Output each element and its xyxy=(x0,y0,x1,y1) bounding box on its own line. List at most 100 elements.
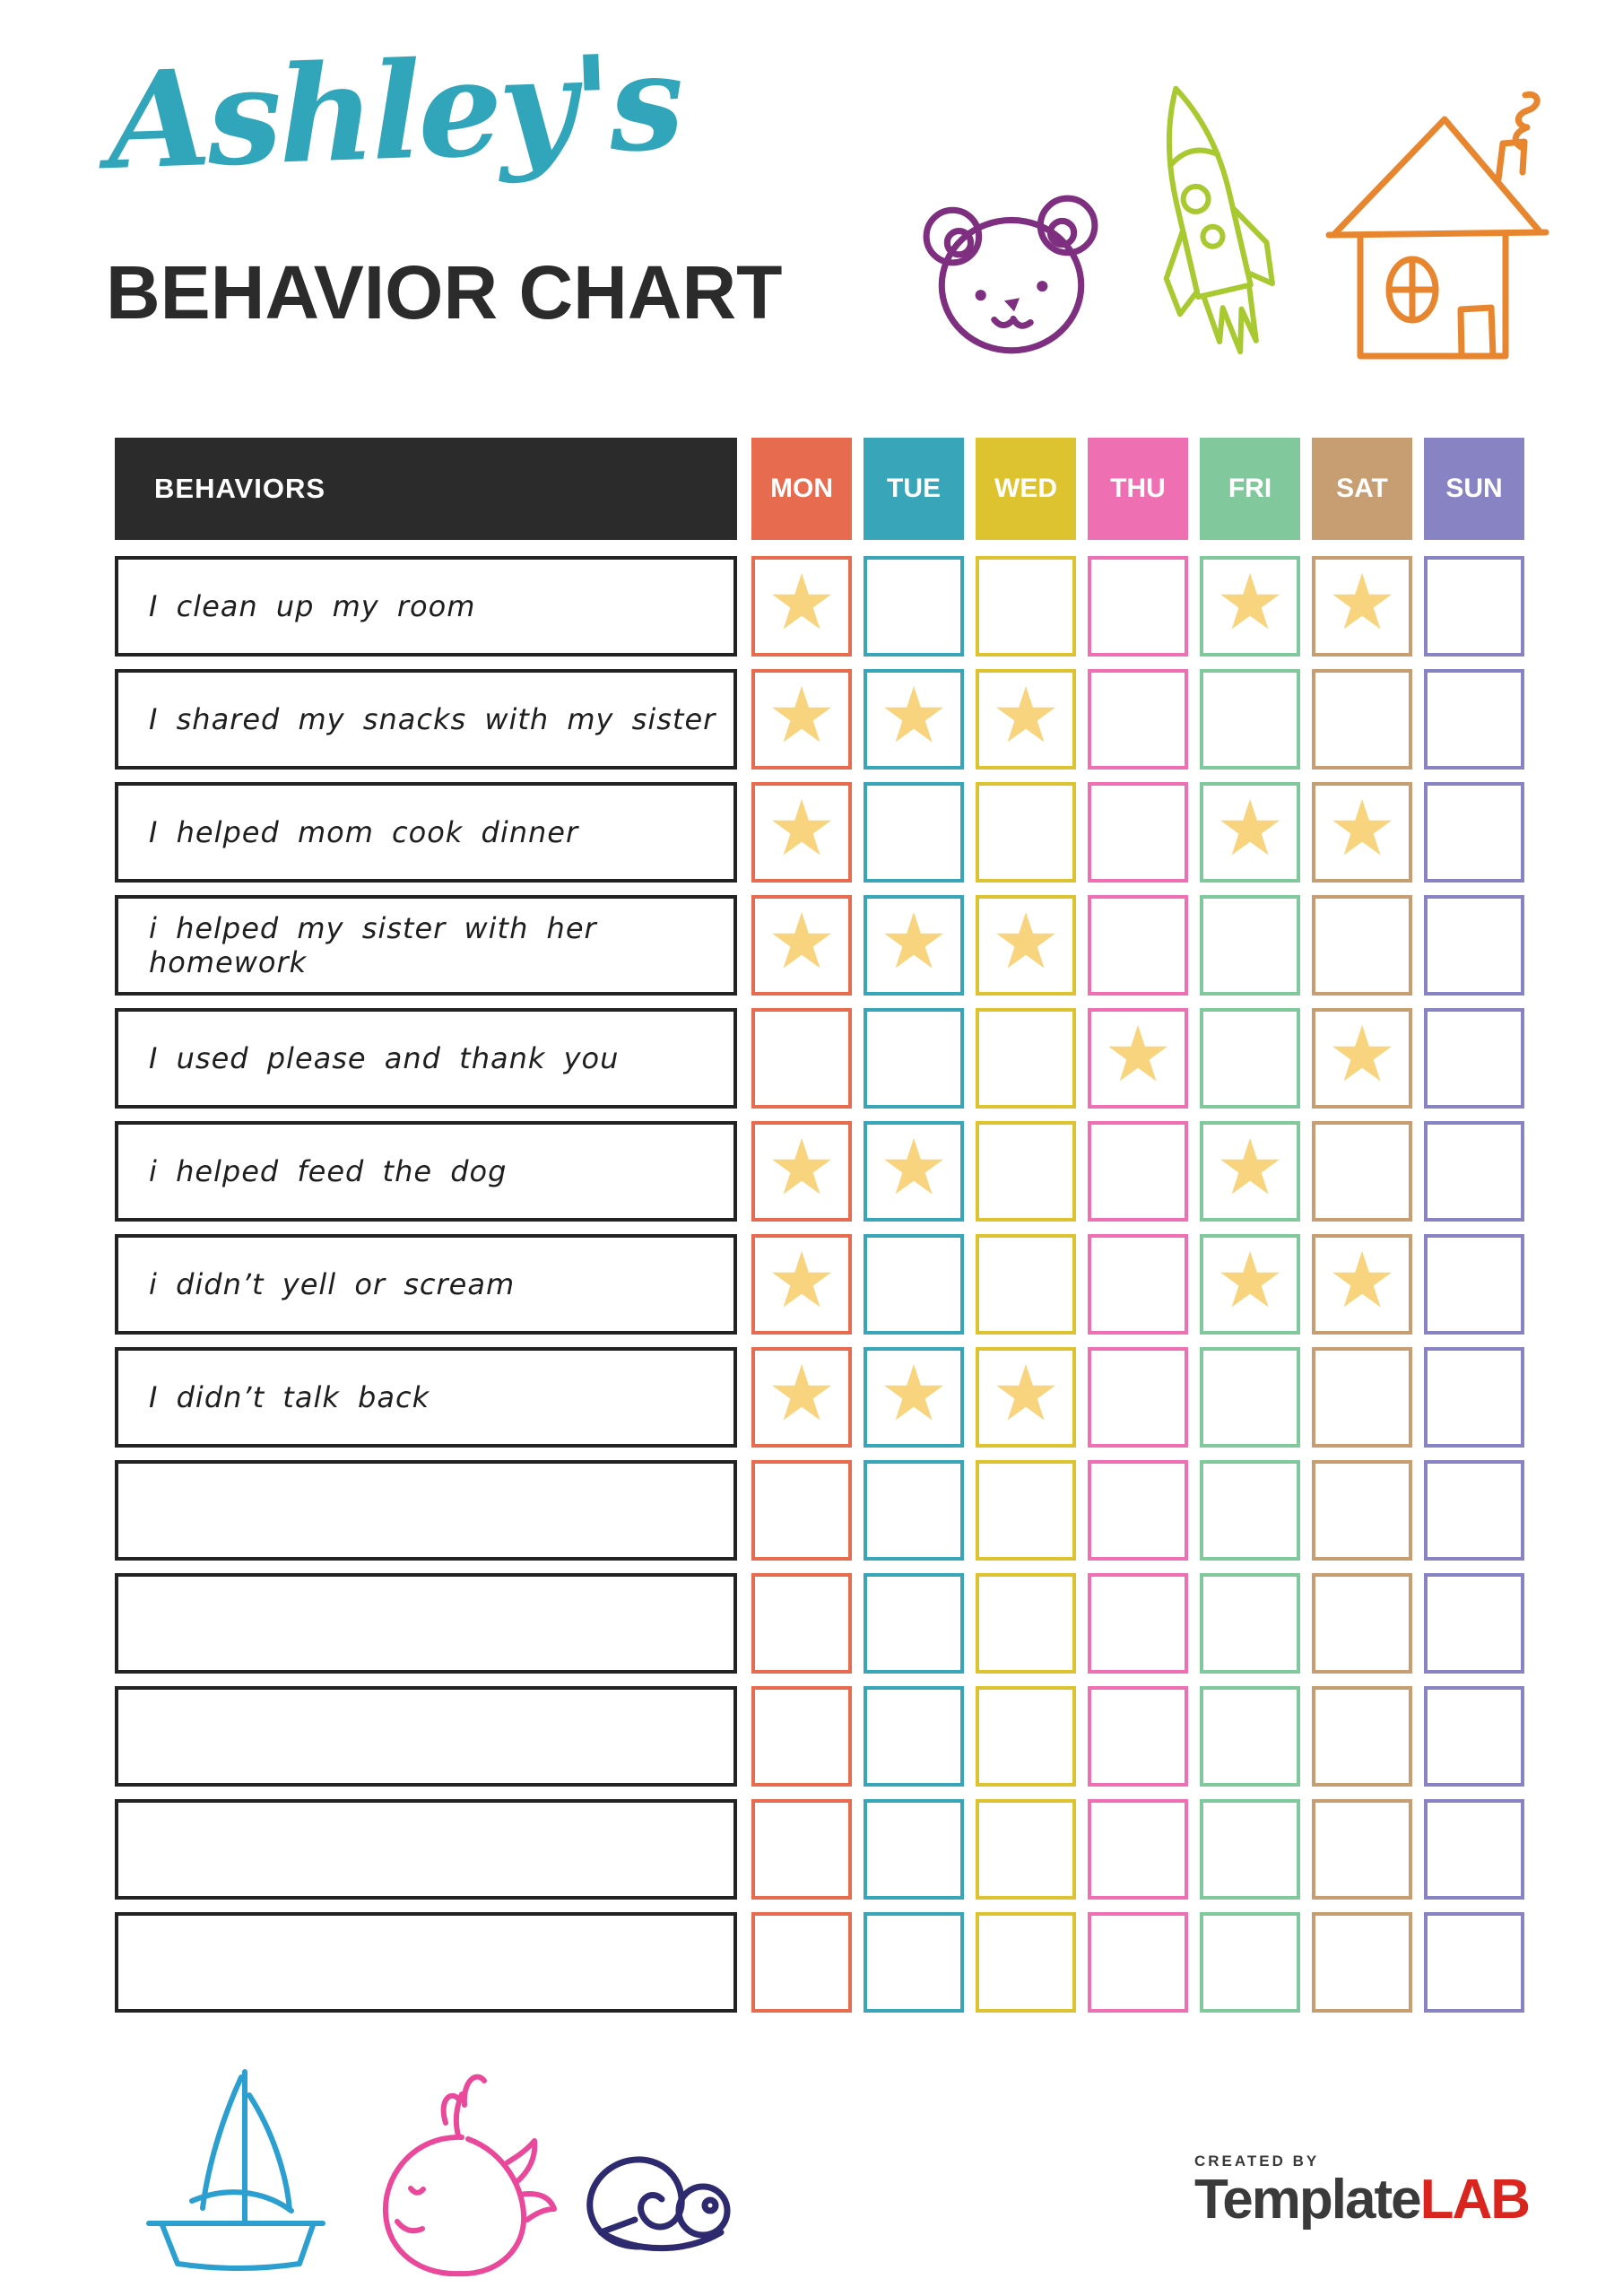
behavior-cell[interactable] xyxy=(115,1912,737,2013)
day-cell-mon[interactable]: ★ xyxy=(751,556,852,657)
day-cell-fri[interactable]: ★ xyxy=(1200,1121,1300,1222)
day-cell-mon[interactable] xyxy=(751,1008,852,1109)
day-cell-tue[interactable]: ★ xyxy=(864,669,964,770)
day-cell-thu[interactable] xyxy=(1088,1460,1188,1561)
day-cell-thu[interactable]: ★ xyxy=(1088,1008,1188,1109)
day-cell-mon[interactable] xyxy=(751,1573,852,1674)
day-cell-fri[interactable] xyxy=(1200,1686,1300,1787)
day-cell-sun[interactable] xyxy=(1424,669,1524,770)
day-cell-sun[interactable] xyxy=(1424,1234,1524,1335)
day-cell-tue[interactable]: ★ xyxy=(864,1347,964,1448)
day-cell-sun[interactable] xyxy=(1424,782,1524,883)
behavior-cell[interactable]: I clean up my room xyxy=(115,556,737,657)
day-cell-sun[interactable] xyxy=(1424,1573,1524,1674)
day-cell-mon[interactable]: ★ xyxy=(751,1121,852,1222)
day-cell-fri[interactable]: ★ xyxy=(1200,1234,1300,1335)
day-cell-tue[interactable] xyxy=(864,1912,964,2013)
behavior-cell[interactable]: i didn’t yell or scream xyxy=(115,1234,737,1335)
day-cell-fri[interactable] xyxy=(1200,895,1300,996)
day-cell-mon[interactable] xyxy=(751,1799,852,1900)
day-cell-wed[interactable]: ★ xyxy=(976,895,1076,996)
day-cell-wed[interactable] xyxy=(976,1234,1076,1335)
day-cell-mon[interactable]: ★ xyxy=(751,1234,852,1335)
day-cell-sat[interactable] xyxy=(1312,1799,1412,1900)
day-cell-mon[interactable]: ★ xyxy=(751,782,852,883)
behavior-cell[interactable] xyxy=(115,1573,737,1674)
day-cell-sat[interactable]: ★ xyxy=(1312,1234,1412,1335)
day-cell-mon[interactable] xyxy=(751,1686,852,1787)
day-cell-tue[interactable] xyxy=(864,556,964,657)
day-cell-fri[interactable] xyxy=(1200,1460,1300,1561)
day-cell-wed[interactable] xyxy=(976,1573,1076,1674)
behavior-cell[interactable]: i helped my sister with her homework xyxy=(115,895,737,996)
behavior-cell[interactable]: I shared my snacks with my sister xyxy=(115,669,737,770)
behavior-cell[interactable] xyxy=(115,1799,737,1900)
day-cell-wed[interactable]: ★ xyxy=(976,669,1076,770)
day-cell-thu[interactable] xyxy=(1088,895,1188,996)
day-cell-sun[interactable] xyxy=(1424,1912,1524,2013)
day-cell-tue[interactable] xyxy=(864,1686,964,1787)
day-cell-fri[interactable]: ★ xyxy=(1200,782,1300,883)
day-cell-wed[interactable] xyxy=(976,1460,1076,1561)
day-cell-wed[interactable] xyxy=(976,556,1076,657)
day-cell-fri[interactable]: ★ xyxy=(1200,556,1300,657)
day-cell-sun[interactable] xyxy=(1424,556,1524,657)
day-cell-sun[interactable] xyxy=(1424,1686,1524,1787)
day-cell-thu[interactable] xyxy=(1088,1234,1188,1335)
day-cell-sat[interactable] xyxy=(1312,1460,1412,1561)
day-cell-sun[interactable] xyxy=(1424,1121,1524,1222)
day-cell-thu[interactable] xyxy=(1088,556,1188,657)
day-cell-sat[interactable] xyxy=(1312,1686,1412,1787)
day-cell-tue[interactable] xyxy=(864,1008,964,1109)
day-cell-thu[interactable] xyxy=(1088,1686,1188,1787)
day-cell-fri[interactable] xyxy=(1200,1008,1300,1109)
day-cell-tue[interactable]: ★ xyxy=(864,1121,964,1222)
day-cell-fri[interactable] xyxy=(1200,1799,1300,1900)
day-cell-thu[interactable] xyxy=(1088,669,1188,770)
day-cell-wed[interactable] xyxy=(976,1912,1076,2013)
day-cell-sun[interactable] xyxy=(1424,895,1524,996)
day-cell-tue[interactable] xyxy=(864,782,964,883)
day-cell-mon[interactable]: ★ xyxy=(751,669,852,770)
day-cell-thu[interactable] xyxy=(1088,1121,1188,1222)
day-cell-wed[interactable] xyxy=(976,1686,1076,1787)
day-cell-sat[interactable] xyxy=(1312,895,1412,996)
day-cell-fri[interactable] xyxy=(1200,1347,1300,1448)
day-cell-tue[interactable] xyxy=(864,1460,964,1561)
behavior-cell[interactable] xyxy=(115,1686,737,1787)
day-cell-thu[interactable] xyxy=(1088,1573,1188,1674)
day-cell-tue[interactable] xyxy=(864,1573,964,1674)
behavior-cell[interactable]: I helped mom cook dinner xyxy=(115,782,737,883)
day-cell-sun[interactable] xyxy=(1424,1460,1524,1561)
day-cell-mon[interactable] xyxy=(751,1460,852,1561)
day-cell-thu[interactable] xyxy=(1088,1912,1188,2013)
day-cell-mon[interactable]: ★ xyxy=(751,1347,852,1448)
day-cell-wed[interactable] xyxy=(976,1121,1076,1222)
day-cell-sat[interactable] xyxy=(1312,1121,1412,1222)
day-cell-fri[interactable] xyxy=(1200,669,1300,770)
day-cell-wed[interactable]: ★ xyxy=(976,1347,1076,1448)
day-cell-sun[interactable] xyxy=(1424,1347,1524,1448)
day-cell-sat[interactable] xyxy=(1312,1573,1412,1674)
day-cell-sun[interactable] xyxy=(1424,1799,1524,1900)
behavior-cell[interactable] xyxy=(115,1460,737,1561)
day-cell-sun[interactable] xyxy=(1424,1008,1524,1109)
day-cell-fri[interactable] xyxy=(1200,1912,1300,2013)
day-cell-wed[interactable] xyxy=(976,1799,1076,1900)
day-cell-sat[interactable]: ★ xyxy=(1312,782,1412,883)
day-cell-sat[interactable]: ★ xyxy=(1312,556,1412,657)
day-cell-sat[interactable] xyxy=(1312,669,1412,770)
day-cell-mon[interactable] xyxy=(751,1912,852,2013)
day-cell-tue[interactable] xyxy=(864,1799,964,1900)
day-cell-wed[interactable] xyxy=(976,1008,1076,1109)
day-cell-sat[interactable] xyxy=(1312,1347,1412,1448)
day-cell-thu[interactable] xyxy=(1088,1347,1188,1448)
behavior-cell[interactable]: I used please and thank you xyxy=(115,1008,737,1109)
day-cell-wed[interactable] xyxy=(976,782,1076,883)
day-cell-fri[interactable] xyxy=(1200,1573,1300,1674)
behavior-cell[interactable]: i helped feed the dog xyxy=(115,1121,737,1222)
behavior-cell[interactable]: I didn’t talk back xyxy=(115,1347,737,1448)
day-cell-thu[interactable] xyxy=(1088,782,1188,883)
day-cell-sat[interactable] xyxy=(1312,1912,1412,2013)
day-cell-mon[interactable]: ★ xyxy=(751,895,852,996)
